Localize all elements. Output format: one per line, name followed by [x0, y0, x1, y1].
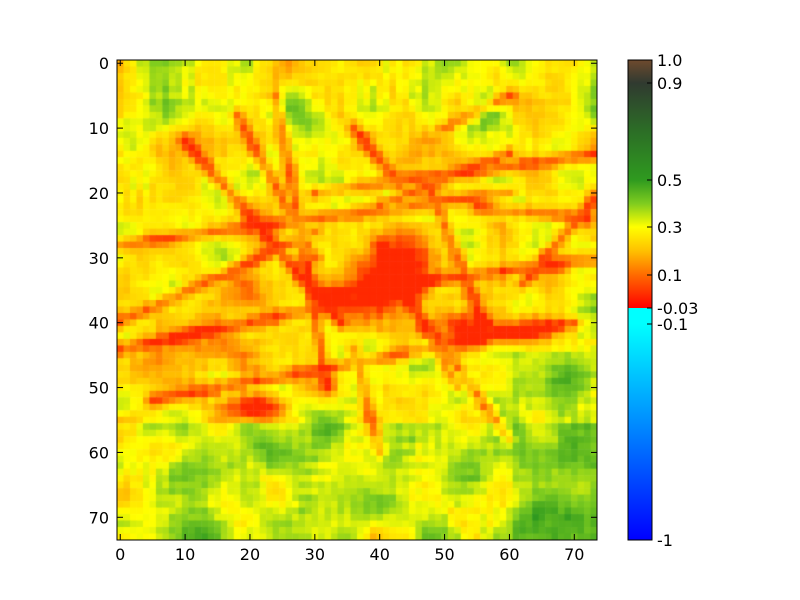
y-tick-label: 50: [89, 379, 109, 398]
heatmap-plot: 0 10 20 30 40 50 60 70 0 10 20 30 40 50 60 70: [89, 54, 598, 564]
colorbar-tick-label: -0.03: [657, 299, 698, 318]
x-axis: 0 10 20 30 40 50 60 70: [115, 60, 584, 564]
y-axis: 0 10 20 30 40 50 60 70: [89, 54, 597, 527]
y-tick-label: 20: [89, 184, 109, 203]
x-tick-label: 70: [564, 545, 584, 564]
plot-frame: [116, 59, 598, 541]
colorbar-tick-label: -0.1: [657, 315, 688, 334]
colorbar-tick-label: 0.9: [657, 74, 682, 93]
y-tick-label: 30: [89, 249, 109, 268]
x-tick-label: 20: [240, 545, 260, 564]
colorbar-tick-label: 0.1: [657, 266, 682, 285]
y-tick-label: 70: [89, 508, 109, 527]
colorbar: 1.0 0.9 0.5 0.3 0.1 -0.03-0.1 -1: [627, 51, 698, 550]
y-tick-label: 40: [89, 314, 109, 333]
x-tick-label: 40: [370, 545, 390, 564]
colorbar-tick-label: -1: [657, 531, 673, 550]
heatmap-image: [117, 60, 597, 540]
colorbar-tick-label: 0.5: [657, 171, 682, 190]
y-tick-label: 60: [89, 443, 109, 462]
colorbar-tick-label: 1.0: [657, 51, 682, 70]
y-tick-label: 10: [89, 119, 109, 138]
x-tick-label: 30: [305, 545, 325, 564]
x-tick-label: 0: [115, 545, 125, 564]
colorbar-gradient: [628, 60, 652, 540]
y-tick-label: 0: [99, 54, 109, 73]
colorbar-tick-label: 0.3: [657, 218, 682, 237]
heatmap-image-container: [117, 60, 597, 540]
x-tick-label: 50: [434, 545, 454, 564]
x-tick-label: 60: [499, 545, 519, 564]
x-tick-label: 10: [175, 545, 195, 564]
colorbar-frame: [627, 59, 653, 541]
colorbar-ticks: 1.0 0.9 0.5 0.3 0.1 -0.03-0.1 -1: [647, 51, 698, 550]
